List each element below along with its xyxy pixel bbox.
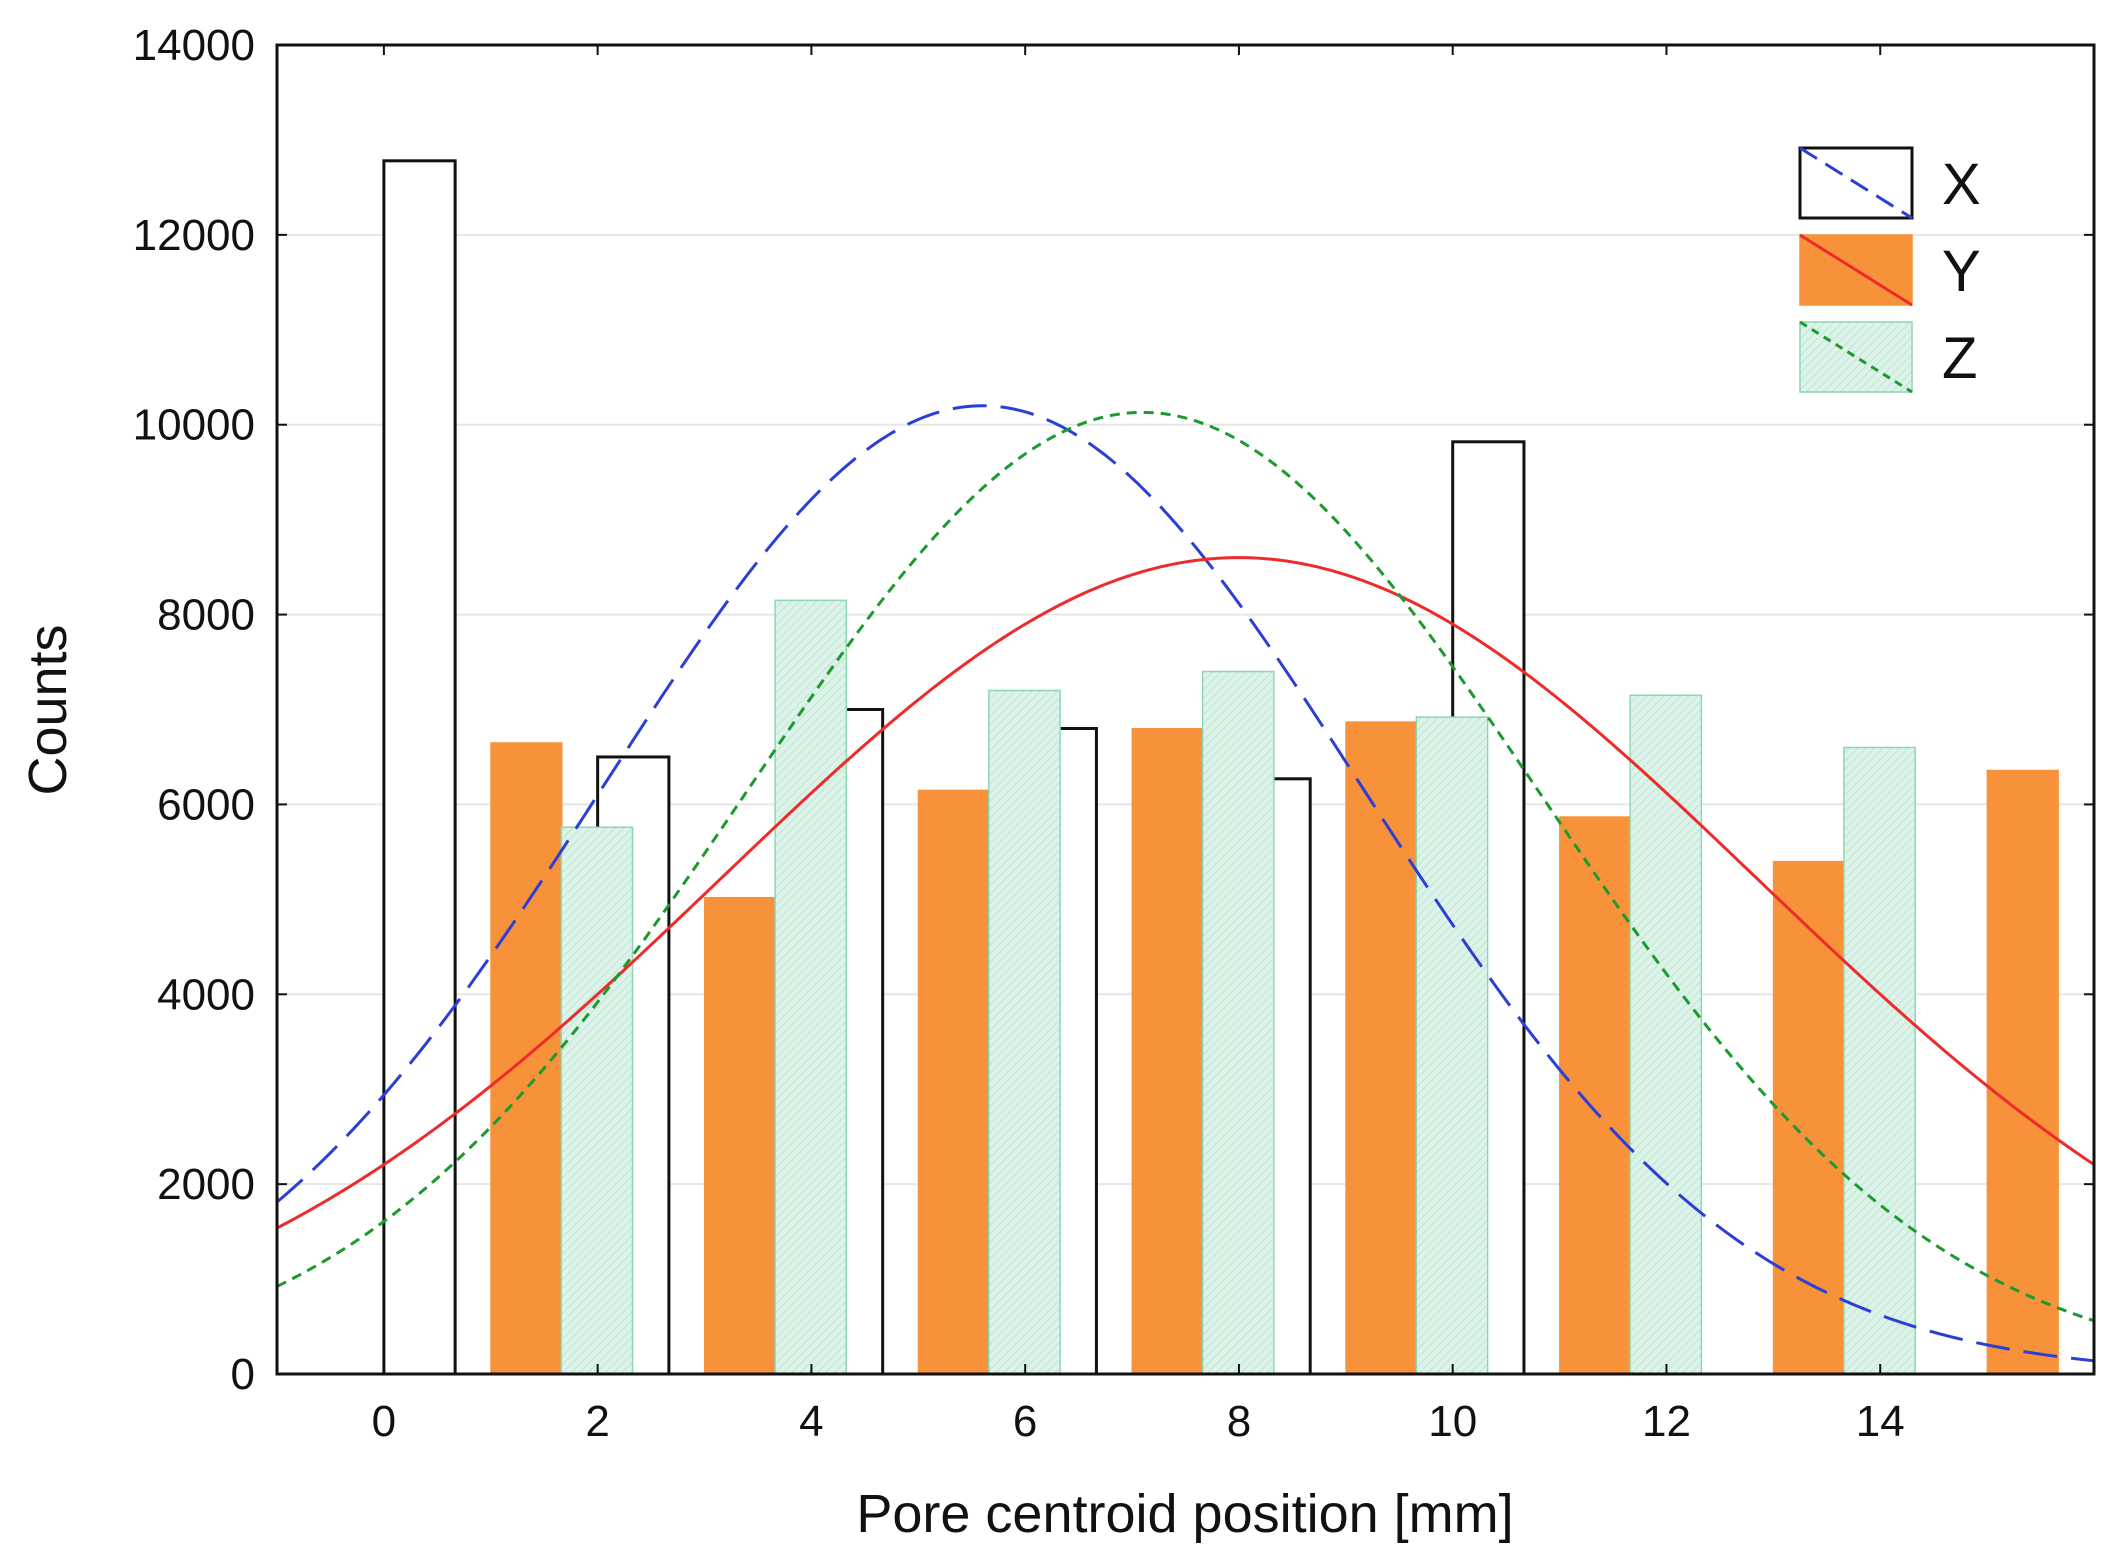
bar-z-2 bbox=[988, 689, 1061, 1374]
fit-curve-y bbox=[277, 556, 2094, 1230]
legend-label-y: Y bbox=[1942, 239, 1981, 304]
bars bbox=[382, 159, 2059, 1374]
y-tick-label-2000: 2000 bbox=[157, 1160, 255, 1209]
x-tick-label-2: 2 bbox=[585, 1397, 609, 1446]
x-tick-label-6: 6 bbox=[1013, 1397, 1037, 1446]
bar-y-3 bbox=[1131, 727, 1204, 1374]
legend-swatch-z bbox=[1799, 321, 1913, 393]
y-tick-label-8000: 8000 bbox=[157, 591, 255, 640]
legend-label-x: X bbox=[1942, 152, 1981, 217]
bar-z-4 bbox=[1415, 716, 1489, 1374]
y-tick-label-4000: 4000 bbox=[157, 970, 255, 1019]
bar-y-4 bbox=[1345, 721, 1418, 1374]
bar-y-7 bbox=[1986, 769, 2059, 1374]
legend-line-x bbox=[1799, 146, 1913, 220]
x-tick-label-10: 10 bbox=[1428, 1397, 1477, 1446]
y-tick-label-12000: 12000 bbox=[133, 211, 255, 260]
plot-frame bbox=[275, 43, 2096, 1376]
bar-z-6 bbox=[1843, 746, 1916, 1374]
bar-y-2 bbox=[917, 789, 991, 1374]
y-tick-label-10000: 10000 bbox=[133, 401, 255, 450]
y-tick-label-14000: 14000 bbox=[133, 21, 255, 70]
legend-line-y bbox=[1799, 233, 1913, 307]
x-tick-label-12: 12 bbox=[1642, 1397, 1691, 1446]
fit-curves bbox=[277, 404, 2094, 1363]
x-tick-label-14: 14 bbox=[1856, 1397, 1905, 1446]
x-tick-label-4: 4 bbox=[799, 1397, 823, 1446]
fit-curve-z bbox=[277, 410, 2094, 1323]
x-tick-label-0: 0 bbox=[372, 1397, 396, 1446]
y-tick-label-0: 0 bbox=[231, 1350, 255, 1399]
y-tick-label-6000: 6000 bbox=[157, 780, 255, 829]
bar-z-1 bbox=[774, 599, 848, 1374]
fit-curve-x bbox=[277, 404, 2094, 1363]
x-axis-title: Pore centroid position [mm] bbox=[856, 1484, 1513, 1544]
bar-z-3 bbox=[1201, 670, 1275, 1374]
legend: XYZ bbox=[1798, 146, 1981, 394]
bar-z-0 bbox=[560, 826, 634, 1374]
bar-y-5 bbox=[1559, 816, 1632, 1374]
legend-label-z: Z bbox=[1942, 326, 1977, 391]
x-axis-ticks: 0 2 4 6 8 10 12 14 bbox=[372, 45, 1905, 1446]
bar-y-1 bbox=[704, 896, 777, 1374]
bar-z-5 bbox=[1629, 694, 1703, 1374]
x-tick-label-8: 8 bbox=[1227, 1397, 1251, 1446]
y-axis-ticks: 0 2000 4000 6000 8000 10000 12000 14000 bbox=[133, 21, 2094, 1399]
y-axis-title: Counts bbox=[18, 624, 78, 795]
